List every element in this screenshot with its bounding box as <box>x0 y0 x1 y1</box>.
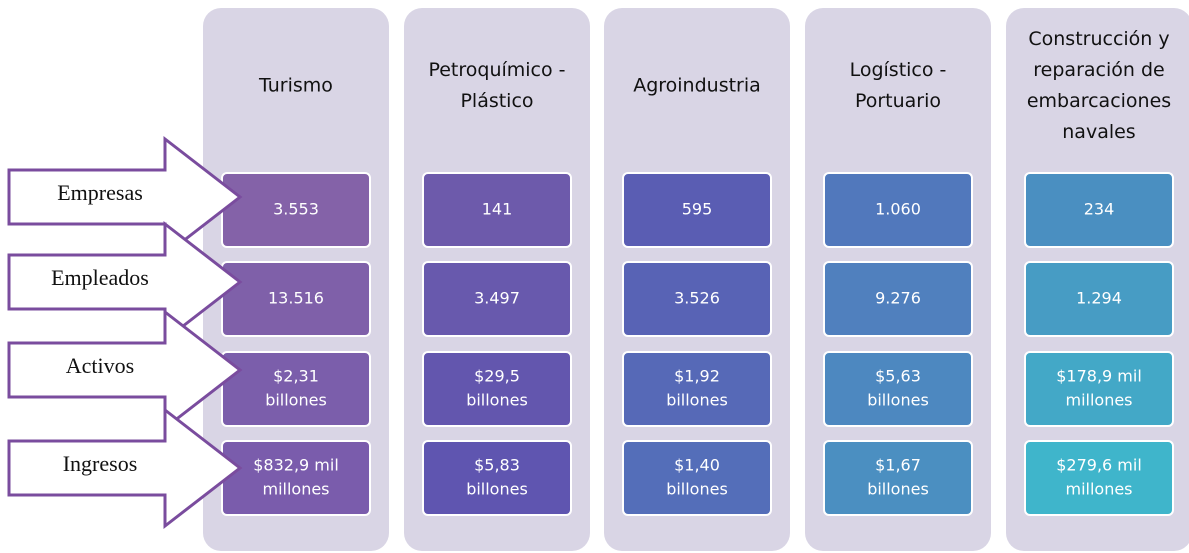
column-header: Logístico - <box>850 59 947 81</box>
cell-text: $1,40 <box>674 456 720 475</box>
cell-text: 3.553 <box>273 200 319 219</box>
cell-text: millones <box>1065 391 1132 410</box>
cell-text: millones <box>262 480 329 499</box>
cell <box>823 351 973 427</box>
cell <box>823 261 973 337</box>
cell-text: billones <box>867 391 929 410</box>
column-header: Plástico <box>460 90 533 112</box>
cell <box>422 440 572 516</box>
cell-text: 9.276 <box>875 289 921 308</box>
cell-text: $1,92 <box>674 367 720 386</box>
cell-text: billones <box>666 480 728 499</box>
cell <box>622 351 772 427</box>
cell <box>823 172 973 248</box>
cell <box>221 440 371 516</box>
cell-text: 3.526 <box>674 289 720 308</box>
cell <box>1024 440 1174 516</box>
row-arrow <box>7 135 243 259</box>
cell-text: 13.516 <box>268 289 324 308</box>
columns: Turismo 3.553 13.516 $2,31 billones $832,9 mi… <box>203 8 1189 551</box>
cell-text: $5,63 <box>875 367 921 386</box>
cell <box>622 172 772 248</box>
cell-text: 595 <box>682 200 713 219</box>
cell <box>1024 351 1174 427</box>
row-label: Empresas <box>57 180 143 205</box>
row-arrows: Empresas Empleados Activos Ingresos <box>7 135 243 530</box>
row-label: Ingresos <box>63 451 138 476</box>
cell-text: billones <box>265 391 327 410</box>
row-arrow <box>7 308 243 432</box>
cell-text: 1.294 <box>1076 289 1122 308</box>
cell <box>1024 172 1174 248</box>
row-label: Activos <box>66 353 134 378</box>
column-header: embarcaciones <box>1027 90 1171 112</box>
cell-text: $2,31 <box>273 367 319 386</box>
cell-text: billones <box>867 480 929 499</box>
row-label: Empleados <box>51 265 149 290</box>
cell-text: $832,9 mil <box>253 456 339 475</box>
cell-text: 141 <box>482 200 513 219</box>
cell-text: $5,83 <box>474 456 520 475</box>
cell <box>422 351 572 427</box>
cell-text: millones <box>1065 480 1132 499</box>
column-header: Construcción y <box>1028 28 1169 50</box>
cell <box>221 351 371 427</box>
cell <box>422 261 572 337</box>
cell-text: $178,9 mil <box>1056 367 1142 386</box>
cell <box>1024 261 1174 337</box>
cell-text: $29,5 <box>474 367 520 386</box>
cell-text: 1.060 <box>875 200 921 219</box>
cell-text: 3.497 <box>474 289 520 308</box>
row-arrow <box>7 220 243 344</box>
cell <box>622 261 772 337</box>
column-header: navales <box>1062 121 1135 143</box>
cell <box>221 261 371 337</box>
row-arrow <box>7 406 243 530</box>
cell <box>622 440 772 516</box>
cell <box>823 440 973 516</box>
cell-text: billones <box>466 391 528 410</box>
cell-text: billones <box>666 391 728 410</box>
column-header: Portuario <box>855 90 941 112</box>
cell-text: billones <box>466 480 528 499</box>
cell-text: 234 <box>1084 200 1115 219</box>
cell-text: $1,67 <box>875 456 921 475</box>
column-header: reparación de <box>1033 59 1164 81</box>
cell <box>422 172 572 248</box>
cell-text: $279,6 mil <box>1056 456 1142 475</box>
column-header: Agroindustria <box>633 75 761 97</box>
column-header: Turismo <box>258 75 333 97</box>
column-header: Petroquímico - <box>428 59 565 81</box>
